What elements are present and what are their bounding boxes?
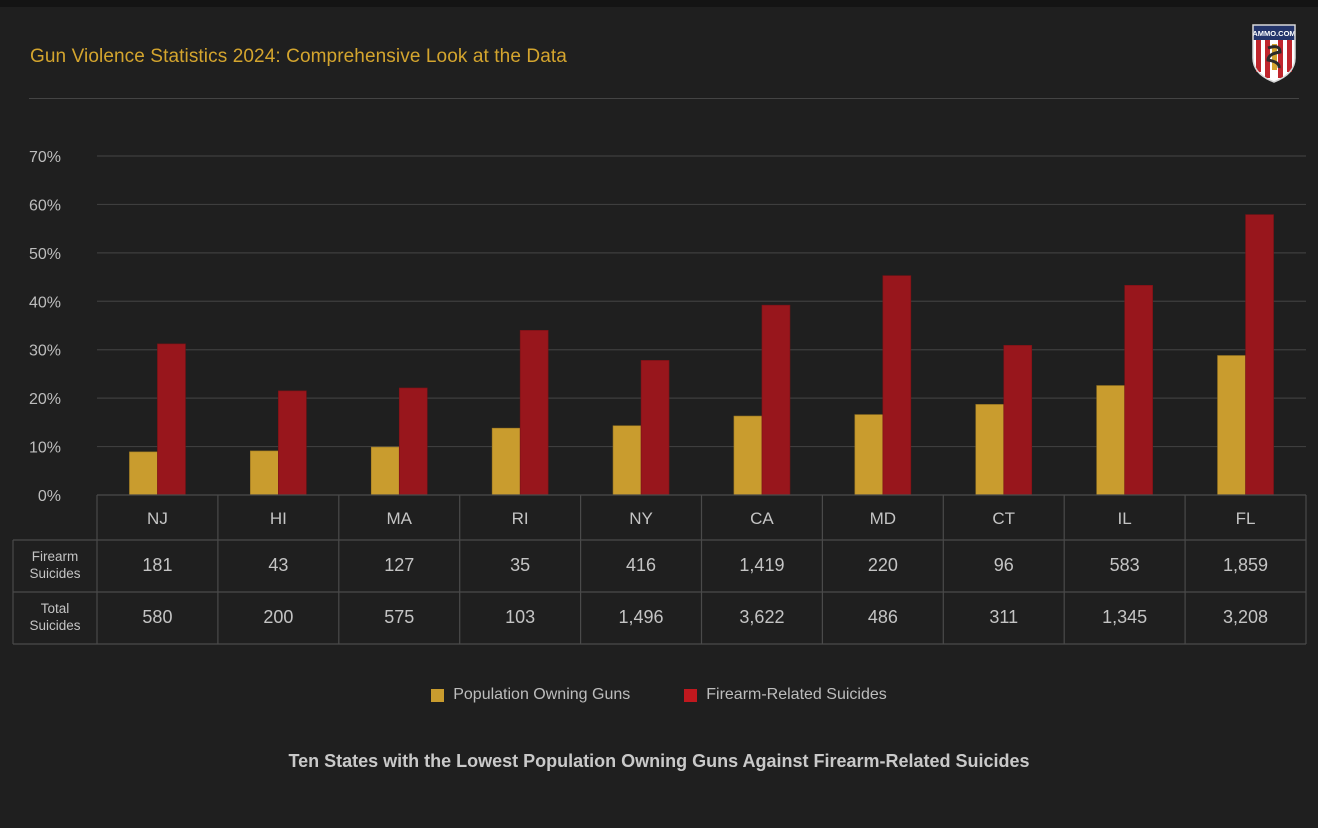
x-category-label: MD xyxy=(870,509,896,528)
bar-firearm-related-suicides[interactable] xyxy=(1245,214,1274,496)
legend-swatch-red xyxy=(684,688,698,702)
table-cell: 127 xyxy=(384,555,414,575)
table-cell: 1,419 xyxy=(739,555,784,575)
bar-population-owning-guns[interactable] xyxy=(612,425,642,496)
table-cell: 1,859 xyxy=(1223,555,1268,575)
table-cell: 486 xyxy=(868,607,898,627)
bar-firearm-related-suicides[interactable] xyxy=(640,360,670,496)
legend-label: Population Owning Guns xyxy=(453,686,631,703)
x-category-label: NY xyxy=(629,509,653,528)
bar-firearm-related-suicides[interactable] xyxy=(761,304,791,496)
page-title: Gun Violence Statistics 2024: Comprehens… xyxy=(30,46,567,67)
y-tick-label: 60% xyxy=(29,197,61,214)
table-cell: 311 xyxy=(989,607,1018,627)
table-cell: 416 xyxy=(626,555,656,575)
table-cell: 220 xyxy=(868,555,898,575)
legend-label: Firearm-Related Suicides xyxy=(706,686,887,703)
table-cell: 1,345 xyxy=(1102,607,1147,627)
bar-firearm-related-suicides[interactable] xyxy=(1124,285,1153,496)
logo-text: AMMO.COM xyxy=(1252,29,1295,38)
table-cell: 43 xyxy=(268,555,288,575)
x-category-label: IL xyxy=(1118,509,1132,528)
y-tick-label: 10% xyxy=(29,440,61,457)
table-cell: 181 xyxy=(142,555,172,575)
table-cell: 35 xyxy=(510,555,530,575)
x-category-label: RI xyxy=(512,509,529,528)
x-category-label: CA xyxy=(750,509,774,528)
top-bar xyxy=(0,0,1318,7)
bar-population-owning-guns[interactable] xyxy=(975,404,1005,496)
table-cell: 3,208 xyxy=(1223,607,1268,627)
y-tick-label: 40% xyxy=(29,294,61,311)
ammo-com-logo-icon: AMMO.COM xyxy=(1252,24,1296,83)
table-cell: 200 xyxy=(263,607,293,627)
row-label: Suicides xyxy=(29,566,80,581)
table-cell: 3,622 xyxy=(739,607,784,627)
chart-caption: Ten States with the Lowest Population Ow… xyxy=(288,751,1030,771)
y-tick-label: 50% xyxy=(29,246,61,263)
table-cell: 575 xyxy=(384,607,414,627)
bars xyxy=(129,214,1274,496)
y-tick-label: 0% xyxy=(38,488,61,505)
legend-item-firearm-related-suicides[interactable]: Firearm-Related Suicides xyxy=(684,686,887,704)
bar-firearm-related-suicides[interactable] xyxy=(398,387,428,496)
bar-population-owning-guns[interactable] xyxy=(854,414,884,496)
x-category-label: FL xyxy=(1236,509,1256,528)
legend-swatch-gold xyxy=(431,688,445,702)
y-tick-label: 20% xyxy=(29,391,61,408)
table-cell: 103 xyxy=(505,607,535,627)
legend: Population Owning Guns Firearm-Related S… xyxy=(0,686,1318,704)
bar-population-owning-guns[interactable] xyxy=(1096,385,1125,496)
y-tick-label: 30% xyxy=(29,343,61,360)
x-category-label: CT xyxy=(992,509,1015,528)
bar-firearm-related-suicides[interactable] xyxy=(519,330,549,496)
table-cell: 580 xyxy=(142,607,172,627)
bar-firearm-related-suicides[interactable] xyxy=(882,275,912,496)
bar-population-owning-guns[interactable] xyxy=(733,415,763,496)
y-axis-ticks: 0% 10% 20% 30% 40% 50% 60% 70% xyxy=(29,149,61,505)
bar-firearm-related-suicides[interactable] xyxy=(278,390,307,496)
bar-population-owning-guns[interactable] xyxy=(250,450,279,496)
row-label: Firearm xyxy=(32,549,79,564)
legend-item-population-owning-guns[interactable]: Population Owning Guns xyxy=(431,686,630,704)
title-divider xyxy=(29,98,1299,99)
x-category-label: HI xyxy=(270,509,287,528)
bar-firearm-related-suicides[interactable] xyxy=(1003,345,1033,496)
bar-population-owning-guns[interactable] xyxy=(129,451,158,496)
y-tick-label: 70% xyxy=(29,149,61,166)
x-category-label: MA xyxy=(387,509,413,528)
bar-population-owning-guns[interactable] xyxy=(370,446,400,496)
data-table: NJ HI MA RI NY CA MD CT IL FL Firearm Suicides 181 43… xyxy=(12,494,1307,645)
row-label: Total xyxy=(41,601,70,616)
table-cell: 583 xyxy=(1110,555,1140,575)
row-label: Suicides xyxy=(29,618,80,633)
bar-population-owning-guns[interactable] xyxy=(491,427,521,496)
table-cell: 96 xyxy=(994,555,1014,575)
x-category-label: NJ xyxy=(147,509,168,528)
bar-firearm-related-suicides[interactable] xyxy=(157,343,186,496)
bar-population-owning-guns[interactable] xyxy=(1217,355,1246,496)
table-cell: 1,496 xyxy=(619,607,664,627)
